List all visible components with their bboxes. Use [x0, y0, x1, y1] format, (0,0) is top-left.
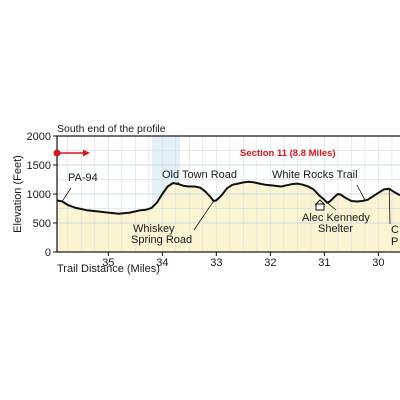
annotation-label: C [391, 224, 399, 236]
grid-lines [57, 136, 400, 252]
y-tick-label: 1500 [27, 160, 51, 172]
annotation-label: Spring Road [131, 234, 192, 246]
annotation-label: Alec Kennedy [302, 212, 370, 224]
annotation-leader [62, 187, 72, 202]
annotation-leader [356, 184, 366, 201]
elevation-series [57, 180, 400, 215]
section-label: Section 11 (8.8 Miles) [240, 148, 336, 159]
direction-marker [53, 149, 90, 157]
axes [53, 135, 400, 256]
x-tick-label: 30 [372, 257, 384, 269]
x-axis-label: Trail Distance (Miles) [57, 263, 160, 275]
annotation-leader [193, 200, 214, 231]
shelter-icon [314, 199, 326, 211]
x-tick-label: 32 [264, 257, 276, 269]
direction-arrow-head [83, 149, 90, 157]
y-tick-label: 2000 [27, 131, 51, 143]
chart-title: South end of the profile [57, 123, 166, 135]
annotation-leader [326, 202, 337, 211]
x-tick-label: 33 [210, 257, 222, 269]
x-tick-label: 34 [156, 257, 168, 269]
area-fill [57, 181, 400, 252]
annotation-leader [177, 181, 179, 185]
y-axis-label: Elevation (Feet) [12, 155, 24, 233]
y-tick-labels: 0 500 1000 1500 2000 [27, 131, 51, 259]
x-tick-labels: 35 34 33 32 31 30 [102, 257, 384, 269]
start-dot [53, 149, 61, 157]
annotation-label: PA-94 [68, 172, 98, 184]
elevation-line [57, 180, 400, 215]
annotation-label: Whiskey [133, 223, 175, 235]
annotation-label: Shelter [318, 223, 353, 235]
annotation-leader [388, 188, 391, 225]
y-tick-label: 0 [45, 247, 51, 259]
x-tick-label: 35 [102, 257, 114, 269]
annotation-label: P [391, 236, 398, 248]
y-tick-label: 500 [33, 218, 51, 230]
x-tick-label: 31 [318, 257, 330, 269]
elevation-area [57, 181, 400, 252]
y-tick-label: 1000 [27, 189, 51, 201]
annotation-label: Old Town Road [162, 169, 237, 181]
annotation-label: White Rocks Trail [272, 169, 358, 181]
annotation-leaders [62, 181, 391, 231]
